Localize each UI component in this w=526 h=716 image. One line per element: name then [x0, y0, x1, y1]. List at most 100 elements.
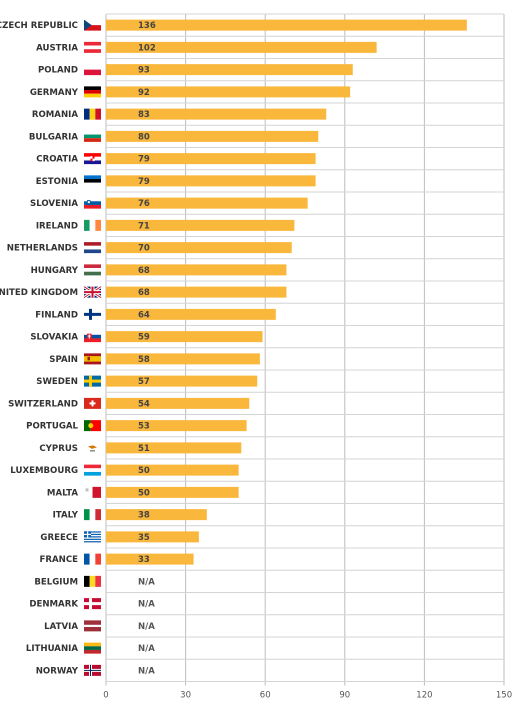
value-label: 59 — [138, 333, 150, 343]
croatia-flag-check-2 — [92, 158, 95, 162]
country-label: DENMARK — [29, 600, 78, 610]
country-label: FRANCE — [39, 555, 78, 565]
country-label: GERMANY — [30, 88, 79, 98]
france-flag-stripe-3 — [95, 553, 101, 565]
ireland-flag-stripe-3 — [95, 219, 101, 231]
romania-flag-stripe-3 — [95, 108, 101, 120]
row-separators — [106, 13, 504, 682]
czech-flag-triangle — [84, 19, 92, 31]
country-label: ROMANIA — [32, 110, 79, 120]
flags — [83, 19, 102, 676]
bar — [106, 353, 260, 365]
switzerland-flag-icon — [84, 397, 101, 409]
norway-flag-icon — [84, 664, 101, 676]
france-flag-icon — [84, 553, 101, 565]
bar — [106, 286, 287, 298]
x-axis-ticks: 0 30 60 90 120 150 — [103, 691, 512, 701]
slovenia-flag-icon — [84, 197, 101, 209]
value-label: 57 — [138, 377, 150, 387]
germany-flag-stripe-3 — [84, 93, 101, 98]
croatia-flag-check-1 — [90, 156, 93, 159]
value-label: 33 — [138, 555, 150, 565]
malta-flag-red — [92, 486, 101, 498]
country-label: IRELAND — [36, 221, 78, 231]
portugal-flag-red — [90, 420, 101, 432]
luxembourg-flag-icon — [84, 464, 101, 476]
bar — [106, 442, 242, 454]
country-label: SWEDEN — [36, 377, 78, 387]
bar — [106, 108, 327, 120]
bar — [106, 509, 207, 521]
bulgaria-flag-stripe-2 — [84, 134, 101, 139]
bar — [106, 308, 276, 320]
austria-flag-icon — [84, 41, 101, 53]
slovakia-flag-stripe-2 — [84, 334, 101, 339]
estonia-flag-icon — [84, 175, 101, 187]
estonia-flag-stripe-3 — [84, 182, 101, 187]
na-label: N/A — [138, 666, 155, 676]
lithuania-flag-icon — [84, 642, 101, 654]
value-label: 136 — [138, 21, 156, 31]
bar — [106, 64, 353, 76]
country-label: SLOVAKIA — [30, 333, 78, 343]
value-label: 102 — [138, 43, 156, 53]
x-tick-label: 60 — [260, 691, 271, 701]
latvia-flag-icon — [84, 620, 101, 632]
na-label: N/A — [138, 622, 155, 632]
romania-flag-stripe-2 — [89, 108, 96, 120]
italy-flag-stripe-3 — [95, 509, 101, 521]
bar — [106, 19, 467, 31]
bar — [106, 219, 295, 231]
malta-flag-white — [84, 486, 93, 498]
greece-flag-icon — [84, 531, 101, 543]
x-tick-label: 30 — [180, 691, 191, 701]
cyprus-flag-icon — [84, 442, 101, 454]
country-label: BULGARIA — [29, 132, 79, 142]
bar — [106, 41, 377, 53]
country-label: LATVIA — [44, 622, 78, 632]
luxembourg-flag-stripe-1 — [84, 464, 101, 469]
na-label: N/A — [138, 644, 155, 654]
france-flag-stripe-2 — [89, 553, 96, 565]
country-label: CROATIA — [36, 155, 78, 165]
portugal-flag-green — [84, 420, 91, 432]
germany-flag-stripe-2 — [84, 90, 101, 94]
bar — [106, 242, 292, 254]
country-label: ESTONIA — [36, 177, 79, 187]
value-label: 53 — [138, 422, 150, 432]
czech-flag-icon — [84, 19, 101, 31]
slovenia-flag-stripe-1 — [84, 197, 101, 202]
value-label: 80 — [138, 132, 150, 142]
na-label: N/A — [138, 600, 155, 610]
value-label: 79 — [138, 155, 150, 165]
germany-flag-icon — [84, 86, 101, 98]
country-label: CZECH REPUBLIC — [0, 21, 78, 31]
x-tick-label: 90 — [339, 691, 350, 701]
luxembourg-flag-stripe-2 — [84, 468, 101, 472]
norway-flag-inner-horizontal — [84, 669, 101, 671]
greece-flag-stripe-1 — [84, 531, 101, 533]
greece-flag-cross-horizontal — [84, 533, 91, 535]
croatia-flag-stripe-3 — [84, 160, 101, 165]
value-label: 58 — [138, 355, 150, 365]
bulgaria-flag-icon — [84, 130, 101, 142]
cyprus-flag-island — [88, 445, 97, 449]
grid-lines — [105, 14, 505, 686]
bar — [106, 153, 316, 165]
poland-flag-white — [84, 64, 101, 70]
country-label: ITALY — [53, 511, 79, 521]
greece-flag-stripe-3 — [84, 536, 101, 538]
country-label: BELGIUM — [34, 577, 78, 587]
greece-flag-stripe-2 — [84, 533, 101, 536]
bar — [106, 486, 239, 498]
romania-flag-stripe-1 — [84, 108, 90, 120]
netherlands-flag-stripe-3 — [84, 249, 101, 254]
greece-flag-stripe-4 — [84, 538, 101, 540]
croatia-flag-stripe-1 — [84, 153, 101, 157]
austria-flag-stripe-1 — [84, 41, 101, 46]
estonia-flag-stripe-2 — [84, 179, 101, 183]
country-label: AUSTRIA — [36, 43, 78, 53]
belgium-flag-stripe-1 — [84, 575, 90, 587]
value-label: 50 — [138, 488, 150, 498]
hungary-flag-icon — [84, 264, 101, 276]
